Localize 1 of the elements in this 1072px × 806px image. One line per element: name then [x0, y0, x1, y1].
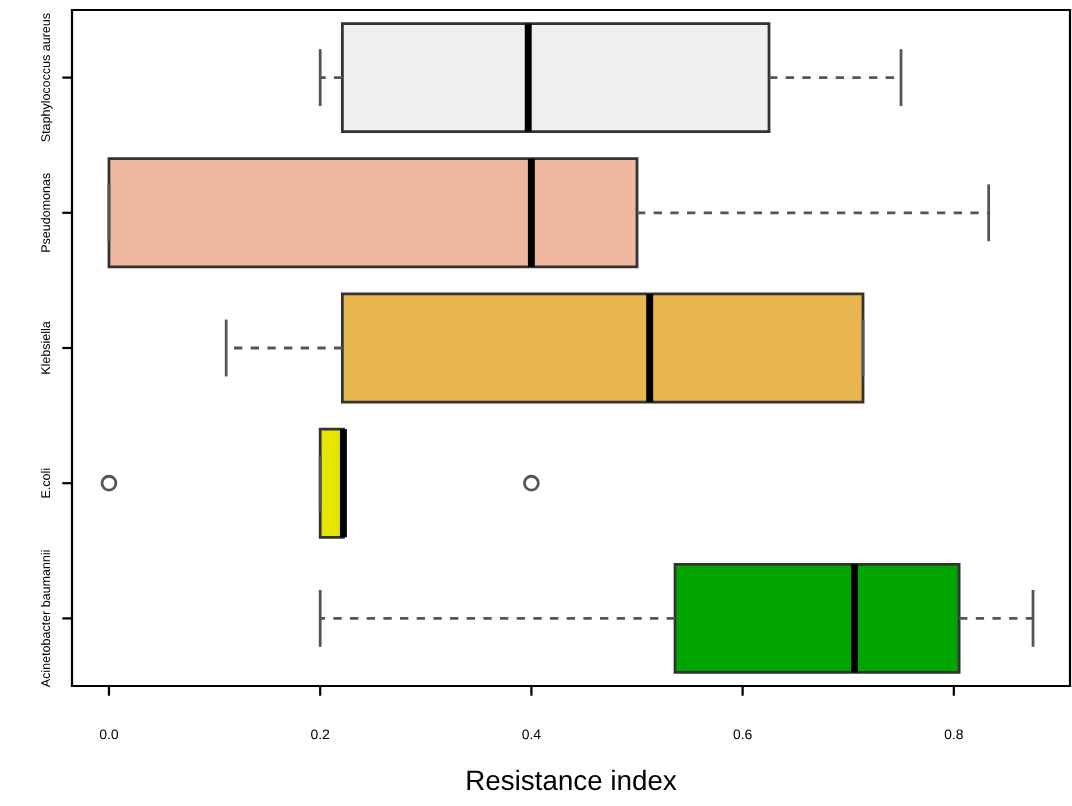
x-axis-title: Resistance index [467, 769, 677, 791]
